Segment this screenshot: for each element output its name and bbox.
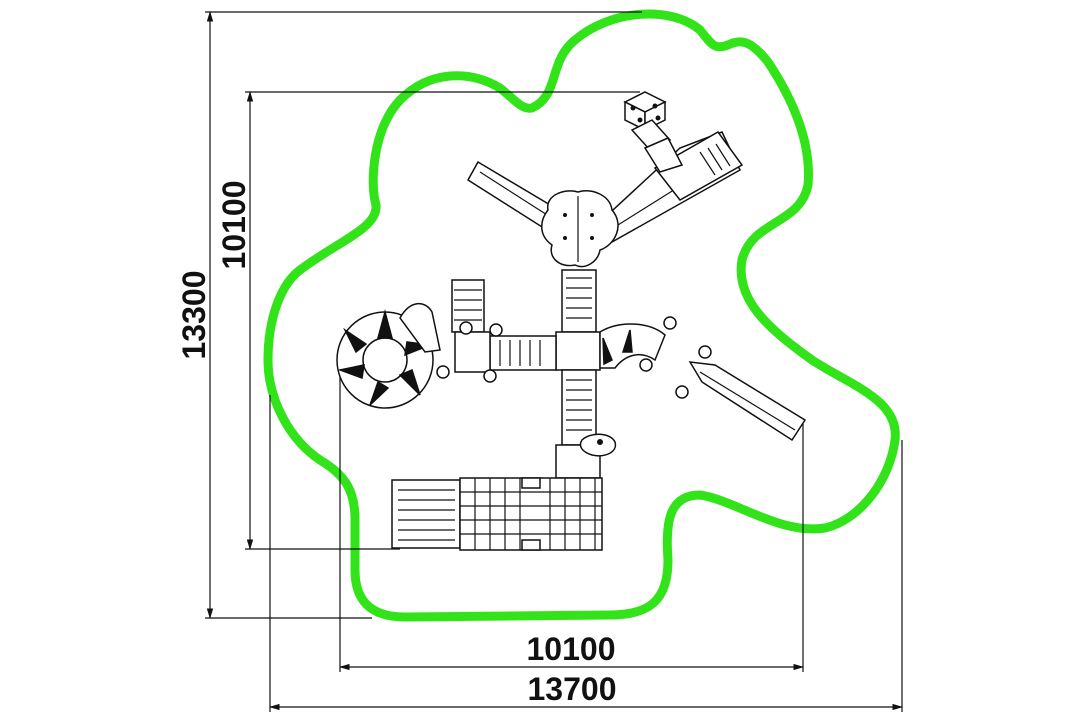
right-long-slide: [688, 361, 807, 442]
dimension-label-13700: 13700: [528, 671, 617, 707]
spiral-slide: [336, 303, 441, 409]
bottom-net-platform: [459, 477, 603, 551]
left-horizontal-bridge: [489, 335, 557, 371]
central-vertical-bridge: [555, 269, 601, 479]
leaf-platform: [541, 190, 619, 268]
dimension-label-13300: 13300: [176, 271, 212, 360]
dimension-label-10100-vertical: 10100: [216, 181, 252, 270]
stepping-pad: [579, 433, 617, 457]
upper-right-ramp: [599, 131, 744, 244]
right-curved-section: [599, 316, 712, 399]
safety-zone-outline: [263, 9, 900, 622]
dimension-label-10100-horizontal: 10100: [527, 631, 616, 667]
climbing-tower: [623, 91, 684, 173]
bottom-ladder-platform: [391, 479, 461, 549]
left-platform: [436, 321, 503, 383]
